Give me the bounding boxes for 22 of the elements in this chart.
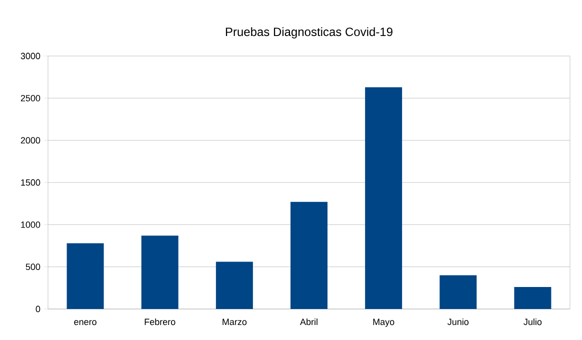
x-tick-label: Julio: [524, 318, 542, 326]
bar: [216, 262, 253, 309]
bar: [66, 243, 104, 309]
x-tick-label: Mayo: [373, 318, 394, 327]
x-tick-label: Junio: [448, 318, 469, 326]
y-tick-label: 1500: [21, 179, 40, 186]
bar: [365, 87, 402, 309]
y-tick-label: 0: [36, 306, 40, 312]
y-tick-label: 3000: [20, 52, 40, 60]
x-tick-label: Abril: [300, 318, 318, 326]
y-tick-label: 2000: [20, 137, 40, 144]
x-tick-label: Febrero: [144, 318, 176, 326]
bar: [440, 275, 477, 309]
y-tick-label: 500: [26, 264, 40, 270]
bar: [514, 287, 552, 309]
bar: [290, 202, 328, 309]
y-tick-label: 1000: [21, 221, 40, 228]
chart-title: Pruebas Diagnosticas Covid-19: [226, 27, 392, 38]
bar: [141, 236, 178, 309]
y-tick-label: 2500: [20, 94, 40, 102]
x-tick-label: Marzo: [222, 318, 247, 326]
x-tick-label: enero: [74, 320, 96, 326]
